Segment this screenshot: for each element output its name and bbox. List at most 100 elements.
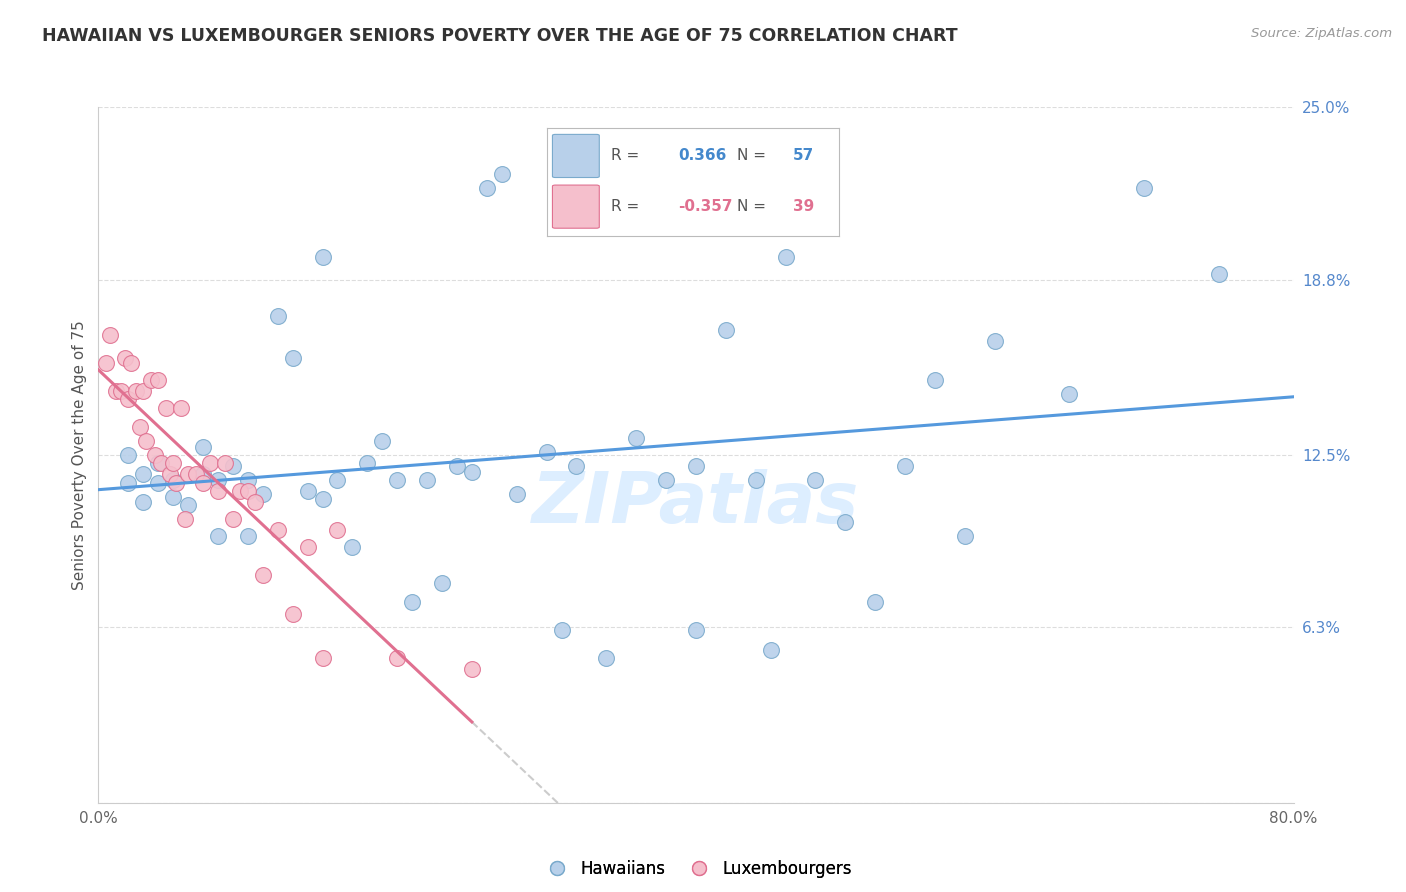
Point — [595, 651, 617, 665]
Point — [110, 384, 132, 398]
Point — [371, 434, 394, 448]
Point — [491, 167, 513, 181]
Point — [214, 456, 236, 470]
Point — [624, 431, 647, 445]
Point — [430, 576, 453, 591]
Point — [177, 498, 200, 512]
Point — [281, 351, 304, 365]
Point — [135, 434, 157, 448]
Point — [207, 473, 229, 487]
Point — [236, 528, 259, 542]
Point — [120, 356, 142, 370]
Point — [356, 456, 378, 470]
Point — [114, 351, 136, 365]
Point — [184, 467, 207, 482]
Point — [267, 523, 290, 537]
Point — [207, 528, 229, 542]
Point — [267, 309, 290, 323]
Point — [94, 356, 117, 370]
Point — [162, 456, 184, 470]
Point — [385, 473, 409, 487]
Text: Source: ZipAtlas.com: Source: ZipAtlas.com — [1251, 27, 1392, 40]
Point — [685, 458, 707, 473]
Point — [222, 512, 245, 526]
Point — [461, 662, 484, 676]
Point — [342, 540, 364, 554]
Point — [311, 651, 333, 665]
Point — [169, 401, 191, 415]
Point — [200, 456, 222, 470]
Point — [207, 484, 229, 499]
Point — [326, 473, 349, 487]
Point — [775, 250, 797, 264]
Point — [924, 373, 946, 387]
Point — [117, 392, 139, 407]
Point — [191, 475, 214, 490]
Point — [162, 473, 184, 487]
Point — [117, 475, 139, 490]
Point — [132, 384, 155, 398]
Point — [655, 473, 678, 487]
Point — [311, 492, 333, 507]
Point — [222, 458, 245, 473]
Point — [297, 540, 319, 554]
Point — [150, 456, 173, 470]
Point — [132, 467, 155, 482]
Point — [117, 448, 139, 462]
Point — [550, 624, 572, 638]
Point — [129, 420, 152, 434]
Point — [745, 473, 768, 487]
Point — [159, 467, 181, 482]
Point — [148, 475, 170, 490]
Point — [236, 473, 259, 487]
Point — [177, 467, 200, 482]
Point — [311, 250, 333, 264]
Point — [416, 473, 439, 487]
Y-axis label: Seniors Poverty Over the Age of 75: Seniors Poverty Over the Age of 75 — [72, 320, 87, 590]
Point — [165, 475, 187, 490]
Point — [446, 458, 468, 473]
Point — [953, 528, 976, 542]
Point — [506, 487, 529, 501]
Point — [804, 473, 827, 487]
Point — [461, 465, 484, 479]
Point — [536, 445, 558, 459]
Point — [297, 484, 319, 499]
Point — [245, 495, 267, 509]
Point — [148, 456, 170, 470]
Point — [236, 484, 259, 499]
Point — [1208, 267, 1230, 281]
Point — [143, 448, 166, 462]
Point — [174, 512, 197, 526]
Point — [326, 523, 349, 537]
Point — [281, 607, 304, 621]
Text: HAWAIIAN VS LUXEMBOURGER SENIORS POVERTY OVER THE AGE OF 75 CORRELATION CHART: HAWAIIAN VS LUXEMBOURGER SENIORS POVERTY… — [42, 27, 957, 45]
Point — [401, 595, 423, 609]
Point — [148, 373, 170, 387]
Text: ZIPatlas: ZIPatlas — [533, 469, 859, 538]
Point — [865, 595, 887, 609]
Point — [565, 458, 588, 473]
Point — [1133, 180, 1156, 194]
Point — [759, 642, 782, 657]
Point — [685, 624, 707, 638]
Point — [191, 467, 214, 482]
Point — [475, 180, 498, 194]
Point — [132, 495, 155, 509]
Point — [191, 440, 214, 454]
Point — [834, 515, 856, 529]
Point — [125, 384, 148, 398]
Point — [983, 334, 1005, 348]
Point — [252, 567, 274, 582]
Point — [139, 373, 162, 387]
Point — [385, 651, 409, 665]
Point — [714, 323, 737, 337]
Legend: Hawaiians, Luxembourgers: Hawaiians, Luxembourgers — [534, 854, 858, 885]
Point — [1059, 386, 1081, 401]
Point — [229, 484, 252, 499]
Point — [162, 490, 184, 504]
Point — [155, 401, 177, 415]
Point — [98, 328, 122, 343]
Point — [252, 487, 274, 501]
Point — [894, 458, 917, 473]
